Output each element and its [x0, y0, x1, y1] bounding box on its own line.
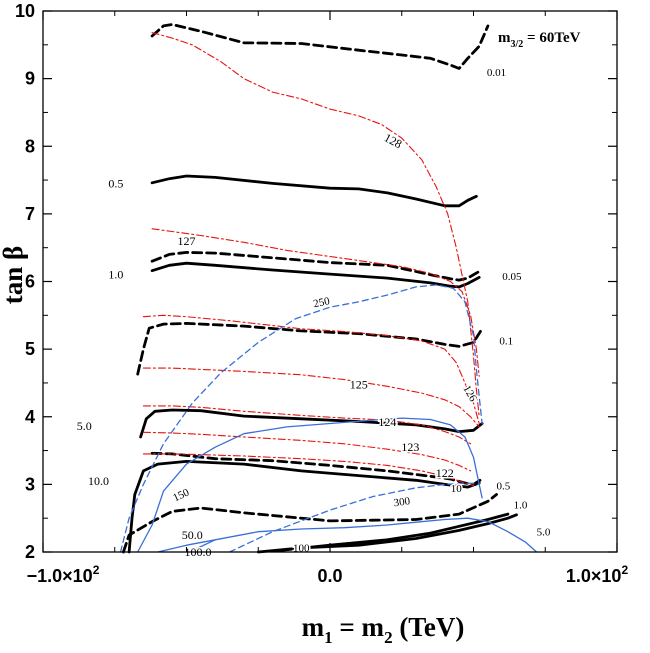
contour-label: 0.01 [487, 67, 506, 79]
contour-label: 150 [171, 486, 191, 504]
contour-line-red-125 [142, 367, 480, 428]
contour-line-bold-dashed-0.01 [150, 23, 490, 70]
contour-line-red-127 [151, 228, 480, 377]
contour-label: 0.5 [108, 176, 123, 190]
contour-label: 50.0 [182, 528, 203, 542]
y-tick-label: 10 [15, 1, 35, 21]
contour-line-bold-solid-1.0 [150, 261, 481, 289]
y-tick-label: 4 [25, 407, 35, 427]
x-axis-label: m1 = m2 (TeV) [302, 612, 465, 647]
contour-line-red-124 [142, 405, 472, 445]
contour-line-bold-dashed-1.0 [122, 493, 498, 554]
contour-line-bold-solid-0.5 [150, 174, 478, 208]
y-tick-label: 3 [25, 474, 35, 494]
x-tick-label: −1.0×102 [27, 563, 100, 586]
contour-label: 0.5 [496, 481, 510, 493]
contour-label: 1.0 [108, 268, 123, 282]
contour-line-bold-solid-100.0 [256, 513, 518, 554]
contour-label: 250 [312, 295, 331, 310]
contour-label: 126 [460, 383, 479, 404]
contour-label: 123 [401, 440, 419, 454]
contour-label: 125 [350, 377, 368, 391]
contour-line-bold-solid-5.0 [139, 408, 484, 439]
annotation-text: m3/2 = 60TeV [498, 30, 581, 50]
x-tick-label: 0.0 [317, 566, 342, 586]
contour-line-blue-50 [157, 539, 216, 553]
y-axis-label: tan β [0, 246, 28, 304]
contour-label: 1.0 [514, 500, 528, 512]
contour-label: 124 [378, 415, 396, 429]
contour-line-red-123 [142, 431, 472, 472]
contour-label: 5.0 [537, 527, 551, 539]
contour-line-red-126 [142, 314, 480, 425]
contour-line-blue-300 [228, 482, 480, 553]
axis-ticks: 2 3 4 5 6 7 8 9 10 −1.0×102 0.0 1.0×102 [15, 1, 628, 586]
contour-label: 0.1 [499, 335, 513, 347]
contour-lines [119, 23, 538, 554]
contour-label: 10.0 [88, 474, 109, 488]
contour-label: 10 [451, 483, 463, 495]
contour-label: 5.0 [77, 419, 92, 433]
y-tick-label: 5 [25, 339, 35, 359]
contour-line-bold-solid-10.0 [127, 459, 481, 554]
contour-line-red-122 [142, 453, 475, 487]
contour-line-blue-150 [137, 417, 483, 553]
y-tick-label: 6 [25, 272, 35, 292]
contour-label: 122 [436, 466, 454, 480]
contour-line-red-128 [151, 32, 480, 418]
contour-line-bold-dashed-0.5 [150, 451, 484, 486]
y-tick-label: 7 [25, 204, 35, 224]
y-tick-label: 9 [25, 69, 35, 89]
contour-label: 300 [393, 495, 412, 509]
contour-label: 127 [178, 234, 196, 248]
contour-line-blue-250 [119, 284, 483, 553]
contour-label: 128 [382, 130, 404, 151]
contour-label: 0.05 [502, 271, 522, 283]
plot-frame [42, 10, 618, 553]
x-tick-label: 1.0×102 [566, 563, 629, 586]
y-tick-label: 8 [25, 136, 35, 156]
y-tick-label: 2 [25, 542, 35, 562]
contour-line-bold-dashed-0.05 [150, 250, 481, 282]
contour-line-blue-100 [188, 517, 538, 553]
contour-line-bold-dashed-0.1 [136, 321, 484, 376]
